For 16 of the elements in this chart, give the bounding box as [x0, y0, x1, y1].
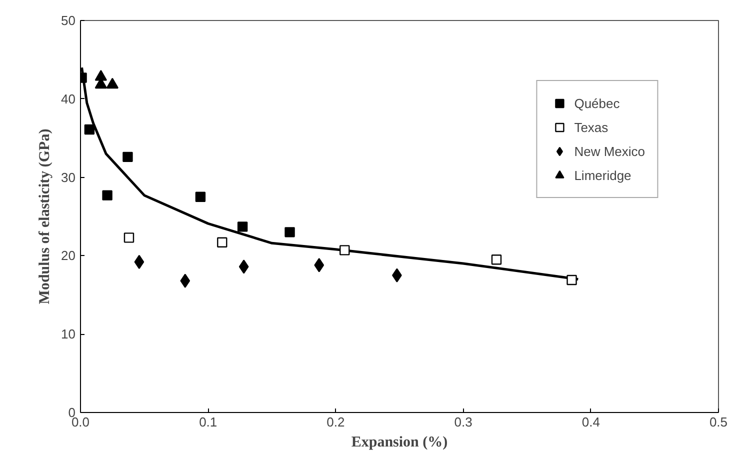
y-axis-title: Modulus of elasticity (GPa)	[37, 128, 54, 304]
y-tick-label: 40	[61, 91, 76, 106]
x-tick-label: 0.3	[454, 414, 472, 430]
y-tick-label: 50	[61, 13, 76, 28]
y-tick-label: 30	[61, 170, 76, 185]
y-tick-label: 20	[61, 248, 76, 264]
legend-label: New Mexico	[574, 144, 645, 158]
x-tick-label: 0.4	[582, 414, 600, 430]
x-axis-title: Expansion (%)	[351, 434, 448, 450]
legend-label: Québec	[574, 96, 620, 110]
legend-label: Limeridge	[574, 168, 632, 182]
x-tick-label: 0.5	[709, 414, 728, 430]
x-tick-label: 0.1	[199, 414, 218, 430]
y-tick-label: 10	[61, 326, 76, 342]
x-tick-label: 0.2	[326, 414, 345, 430]
legend-label: Texas	[574, 120, 608, 134]
